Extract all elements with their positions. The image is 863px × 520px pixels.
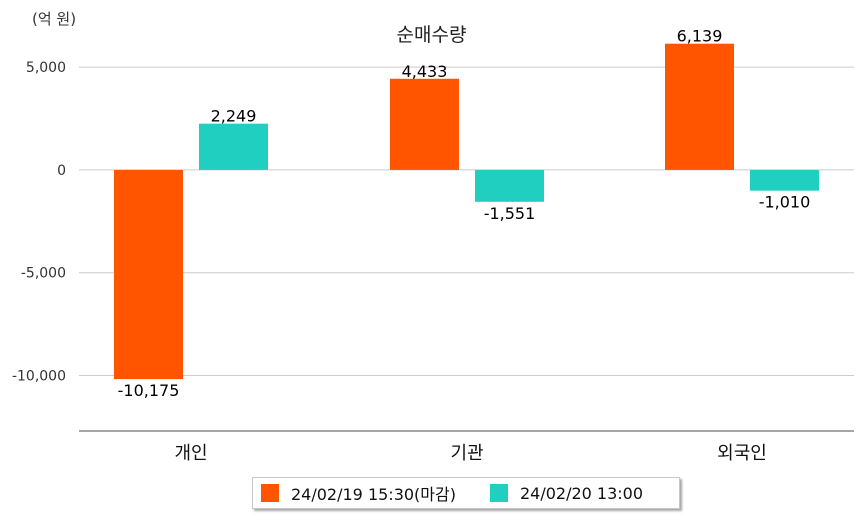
legend-item-series-1[interactable]: 24/02/19 15:30(마감) <box>261 481 456 505</box>
data-label: 6,139 <box>677 27 723 46</box>
x-tick-label: 기관 <box>450 443 483 464</box>
data-label: -1,551 <box>484 204 536 223</box>
x-tick-label: 개인 <box>174 443 207 464</box>
plot-area: 5,000 0 -5,000 -10,000 -10,175 4,433 6,139 2,24… <box>12 27 854 464</box>
bar[interactable] <box>199 123 268 170</box>
legend[interactable]: 24/02/19 15:30(마감) 24/02/20 13:00 <box>252 477 680 509</box>
bar[interactable] <box>750 169 819 191</box>
bar[interactable] <box>114 169 183 380</box>
data-label: -10,175 <box>118 381 180 400</box>
y-tick-label: 5,000 <box>26 60 66 76</box>
bar[interactable] <box>475 169 544 202</box>
legend-swatch-series-2 <box>489 484 508 502</box>
bar[interactable] <box>665 43 734 170</box>
bar[interactable] <box>390 78 459 170</box>
legend-item-series-2[interactable]: 24/02/20 13:00 <box>489 483 644 503</box>
y-tick-label: -5,000 <box>21 266 66 282</box>
y-tick-label: 0 <box>57 163 66 179</box>
x-tick-label: 외국인 <box>717 443 767 464</box>
data-label: -1,010 <box>759 193 811 212</box>
legend-swatch-series-1 <box>261 484 279 502</box>
y-tick-label: -10,000 <box>12 368 66 384</box>
y-axis-unit-label: (억 원) <box>32 10 77 28</box>
chart-title: 순매수량 <box>396 24 467 46</box>
data-label: 4,433 <box>402 62 448 81</box>
legend-label-series-2: 24/02/20 13:00 <box>519 483 644 503</box>
data-label: 2,249 <box>211 107 257 126</box>
legend-label-series-1: 24/02/19 15:30(마감) <box>291 485 456 504</box>
